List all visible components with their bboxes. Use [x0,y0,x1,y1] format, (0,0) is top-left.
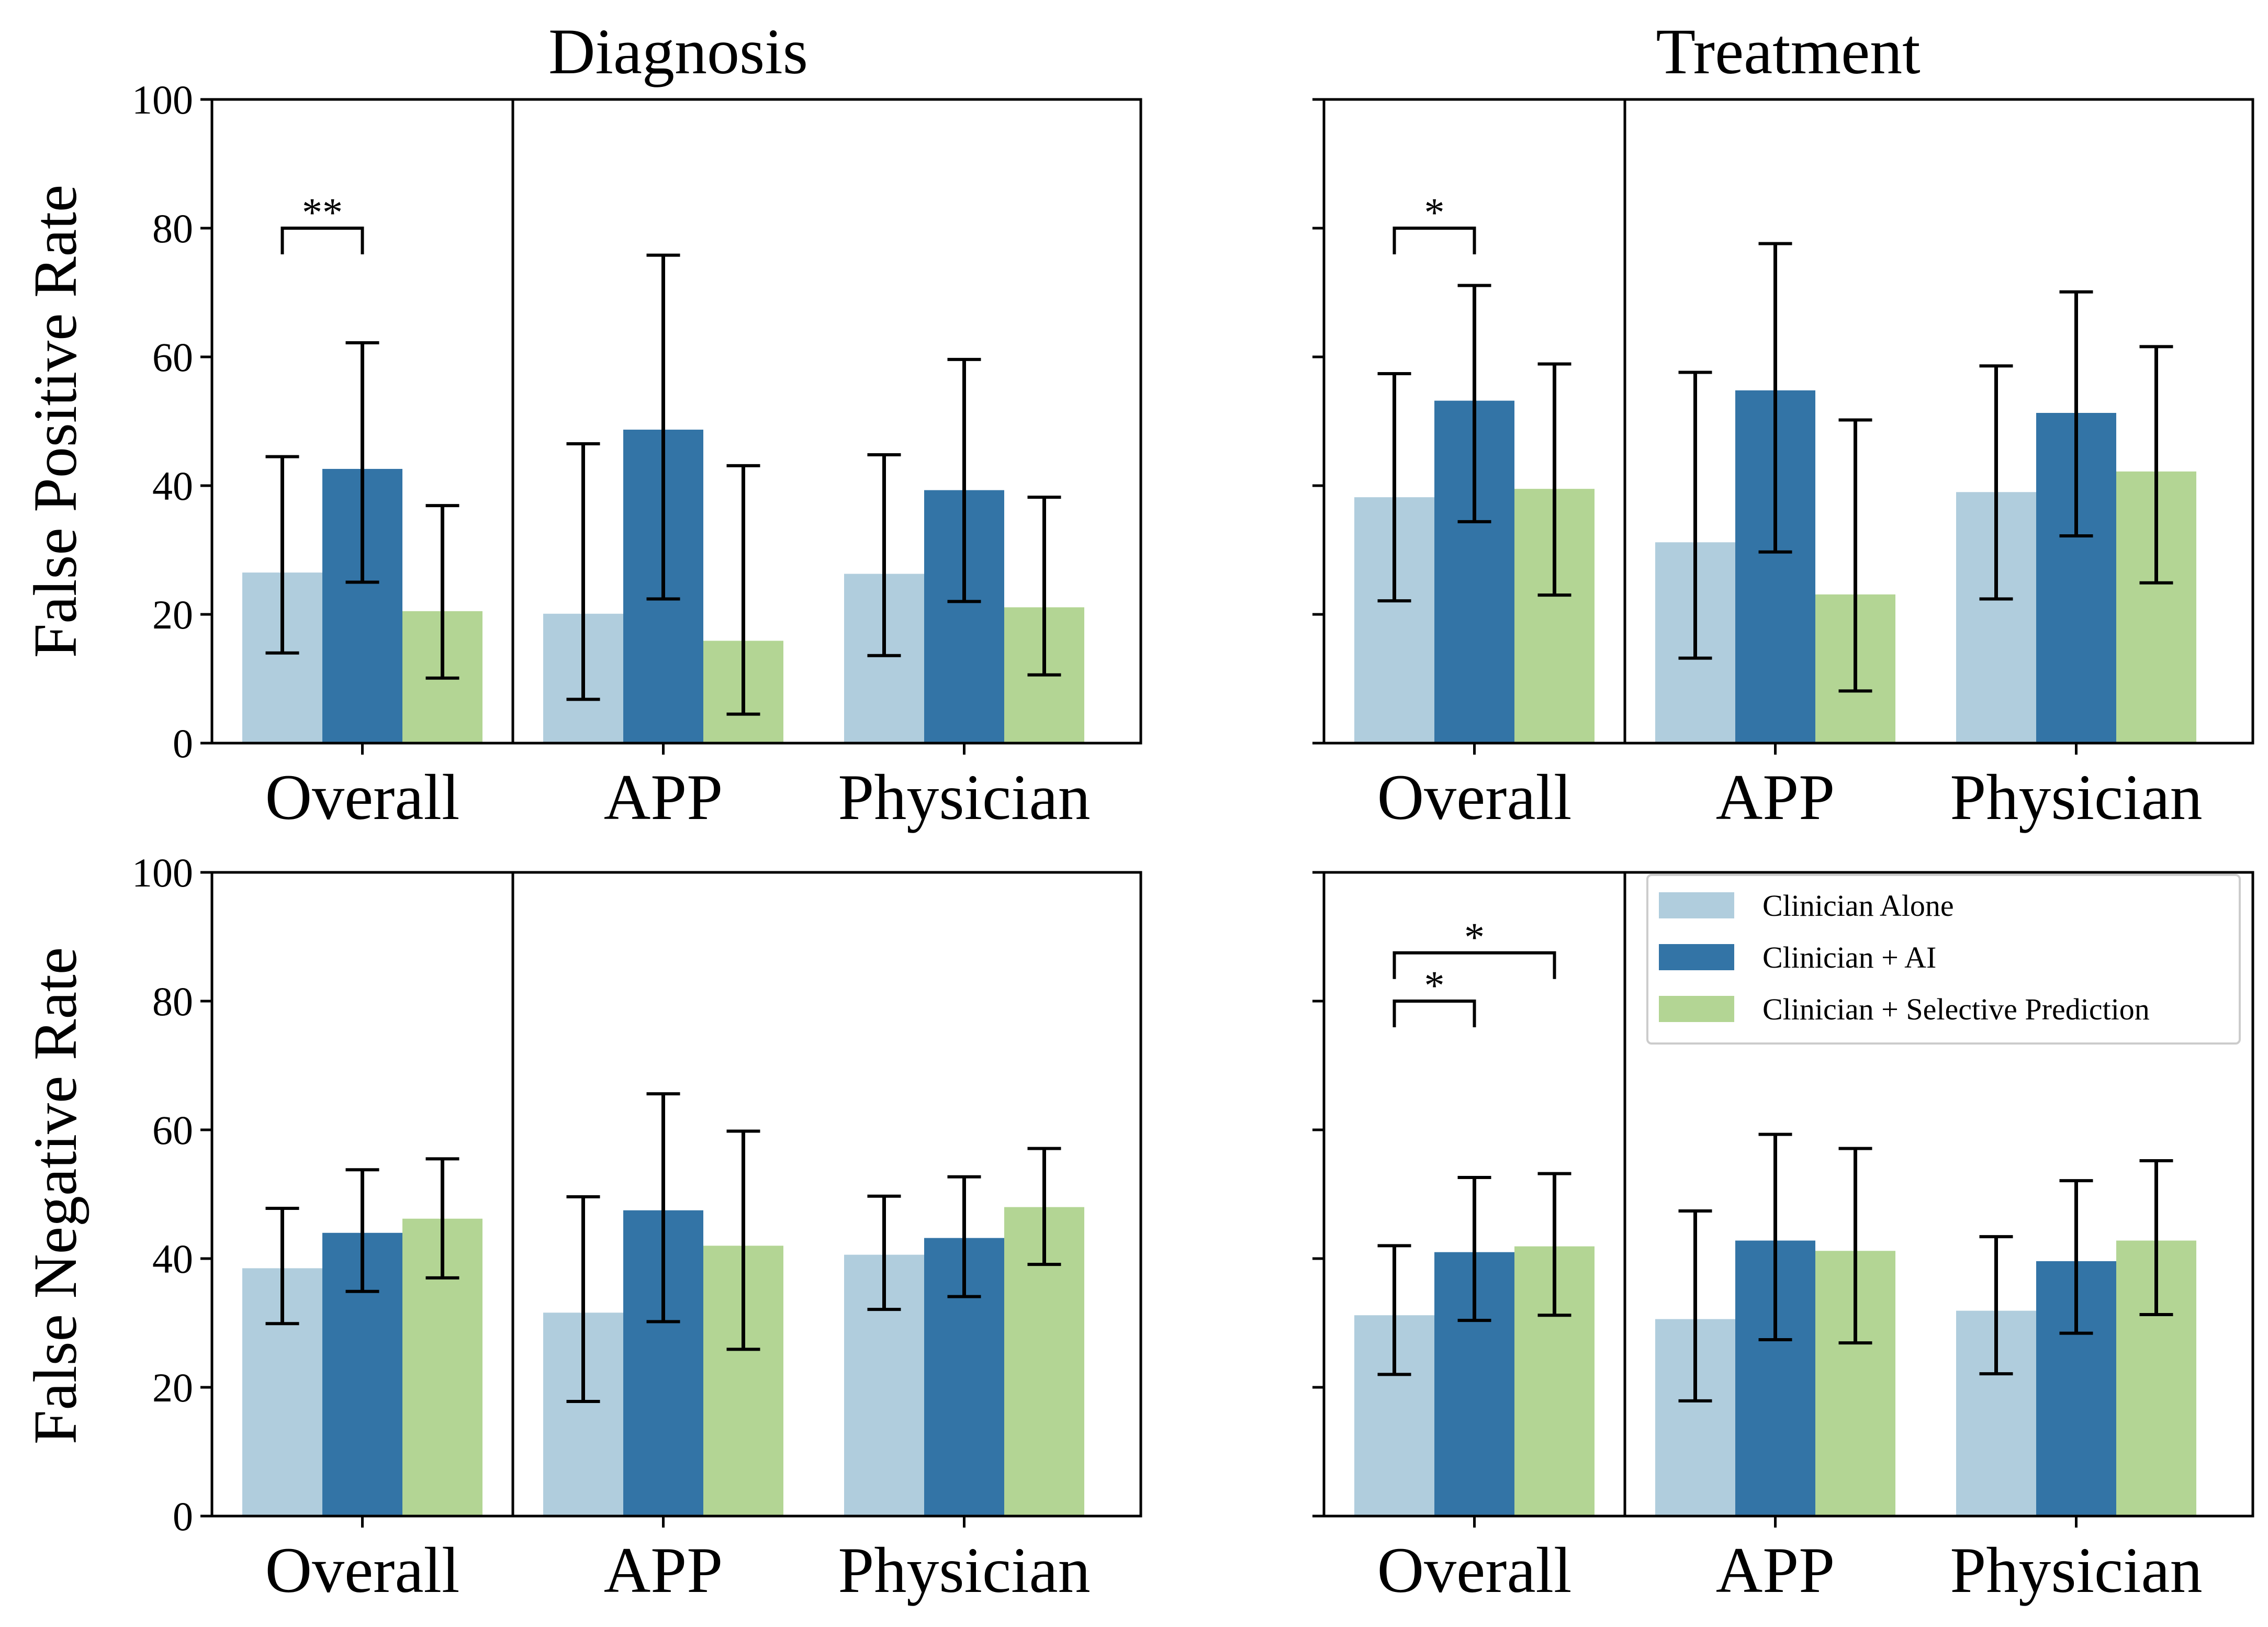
column-title-diagnosis: Diagnosis [548,16,808,87]
legend-label-clinician-alone: Clinician Alone [1762,889,1954,923]
x-tick-label-overall: Overall [1377,1534,1572,1606]
row-labels: False Positive Rate False Negative Rate [21,185,89,1444]
y-tick-label-0: 0 [173,1494,193,1539]
significance-bracket-1 [280,227,364,254]
y-axis-label-false-negative-rate: False Negative Rate [21,947,89,1444]
significance-bracket-1 [1393,1000,1476,1027]
x-tick-label-overall: Overall [265,1534,460,1606]
y-tick-label-40: 40 [152,463,193,509]
x-tick-label-physician: Physician [838,761,1090,833]
legend-frame [1646,874,2241,1045]
legend-swatch-clinician-selective-prediction [1659,996,1734,1022]
y-axis-label-false-positive-rate: False Positive Rate [21,185,89,658]
x-tick-label-app: APP [1716,1534,1835,1606]
y-tick-label-0: 0 [173,721,193,766]
legend: Clinician Alone Clinician + AI Clinician… [1646,874,2241,1045]
y-tick-label-20: 20 [152,592,193,637]
x-tick-label-physician: Physician [1950,761,2202,833]
column-titles: Diagnosis Treatment [548,16,1921,87]
legend-swatch-clinician-alone [1659,892,1734,918]
column-title-treatment: Treatment [1656,16,1920,87]
x-tick-label-physician: Physician [1950,1534,2202,1606]
x-tick-label-overall: Overall [265,761,460,833]
panel-fpr-diagnosis: ** 0 20 40 60 80 100 Overall APP Physician [132,77,1142,833]
y-tick-label-20: 20 [152,1365,193,1410]
panel-fpr-treatment: * Overall APP Physician [1312,98,2254,833]
legend-swatch-clinician-ai [1659,944,1734,970]
y-tick-label-80: 80 [152,979,193,1024]
x-tick-label-app: APP [1716,761,1835,833]
x-tick-label-app: APP [604,1534,723,1606]
significance-bracket-1 [1393,227,1476,254]
y-tick-label-60: 60 [152,334,193,380]
axes-frame [210,98,1142,745]
significance-label-1: ** [302,189,343,235]
x-tick-label-app: APP [604,761,723,833]
axes-frame [1322,98,2254,745]
significance-label-2: * [1464,914,1485,960]
x-tick-label-overall: Overall [1377,761,1572,833]
axes-frame [1322,871,2254,1518]
legend-label-clinician-selective-prediction: Clinician + Selective Prediction [1762,992,2150,1026]
legend-label-clinician-ai: Clinician + AI [1762,940,1936,974]
axes-frame [210,871,1142,1518]
y-tick-label-60: 60 [152,1107,193,1153]
panel-fnr-treatment: * * Overall APP Physician [1312,871,2254,1606]
y-tick-label-80: 80 [152,206,193,251]
significance-bracket-2 [1393,951,1556,979]
x-tick-label-physician: Physician [838,1534,1090,1606]
panel-fnr-diagnosis: 0 20 40 60 80 100 Overall APP Physician [132,850,1142,1606]
y-tick-label-100: 100 [132,850,193,895]
significance-label-1: * [1424,189,1445,235]
y-tick-label-40: 40 [152,1236,193,1282]
y-tick-label-100: 100 [132,77,193,122]
significance-label-1: * [1424,962,1445,1008]
